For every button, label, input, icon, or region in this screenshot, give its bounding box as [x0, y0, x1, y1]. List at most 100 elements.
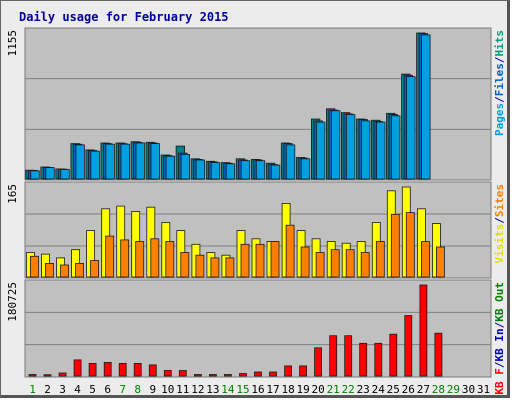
bar-pages-day-11 [180, 153, 191, 180]
x-axis-ticks: 1 2 3 4 5 6 7 8 9 10 11 12 13 14 15 16 17 18 19 20 21 22 23 24 2… [29, 383, 490, 396]
bar-pages-day-20 [315, 121, 326, 180]
bar-pages-day-19 [300, 158, 311, 180]
bar-pages-day-15 [240, 160, 251, 180]
x-tick-label: 8 [134, 383, 141, 395]
x-tick-label: 19 [296, 383, 309, 395]
bar-sites-day-13 [210, 257, 220, 278]
bar-pages-day-21 [330, 110, 341, 180]
x-tick-label: 10 [161, 383, 174, 395]
bar-kb-f-day-12 [193, 374, 202, 377]
bar-kb-f-day-18 [284, 365, 293, 377]
bar-pages-day-23 [361, 120, 371, 180]
x-tick-label: 21 [327, 383, 340, 395]
legend-entry: / [493, 361, 506, 368]
bar-sites-day-10 [165, 241, 175, 278]
bar-kb-f-day-14 [223, 374, 232, 377]
bar-sites-day-27 [420, 241, 430, 278]
x-tick-label: 26 [402, 383, 415, 395]
x-tick-label: 20 [311, 383, 324, 395]
legend-entry: KB In [493, 328, 506, 361]
bar-pages-day-14 [225, 163, 236, 180]
x-tick-label: 9 [149, 383, 156, 395]
x-tick-label: 4 [74, 383, 81, 395]
x-tick-label: 2 [44, 383, 51, 395]
bar-kb-f-day-15 [239, 373, 247, 377]
panel-visits: 165 Visits/Sites [6, 181, 506, 279]
x-tick-label: 6 [104, 383, 111, 395]
bar-sites-day-17 [270, 241, 280, 278]
bar-kb-f-day-4 [73, 359, 82, 377]
bar-kb-f-day-10 [163, 370, 172, 377]
panel-legend: Visits/Sites [493, 184, 506, 264]
bar-sites-day-28 [435, 246, 445, 278]
bar-sites-day-18 [285, 224, 295, 278]
legend-entry: KB F [493, 368, 506, 395]
x-tick-label: 5 [89, 383, 96, 395]
x-tick-label: 13 [206, 383, 219, 395]
bar-sites-day-11 [180, 252, 190, 278]
bar-pages-day-12 [195, 159, 206, 180]
bar-pages-day-26 [406, 76, 416, 180]
bar-sites-day-23 [360, 252, 370, 278]
bar-pages-day-5 [90, 150, 100, 180]
bar-pages-day-18 [285, 144, 296, 180]
bar-kb-f-day-1 [28, 374, 37, 377]
bar-kb-f-day-21 [329, 335, 338, 377]
bar-sites-day-6 [105, 235, 115, 278]
bar-sites-day-2 [45, 262, 54, 278]
bar-sites-day-21 [330, 249, 340, 278]
bar-sites-day-25 [390, 213, 400, 278]
bar-kb-f-day-5 [88, 362, 97, 377]
bar-sites-day-20 [315, 252, 325, 278]
legend-entry: / [493, 321, 506, 328]
bar-pages-day-9 [150, 143, 160, 180]
bar-kb-f-day-7 [118, 362, 127, 377]
panel-background [24, 279, 492, 378]
panel-legend: KB F/KB In/KB Out [493, 282, 506, 395]
bar-kb-f-day-27 [419, 284, 428, 377]
bar-kb-f-day-25 [389, 333, 398, 377]
legend-entry: Hits [493, 30, 506, 57]
legend-entry: Visits [493, 224, 506, 264]
bar-sites-day-24 [375, 241, 385, 278]
bar-sites-day-16 [255, 243, 265, 278]
x-tick-label: 17 [266, 383, 279, 395]
bar-kb-f-day-19 [299, 365, 308, 377]
x-tick-label: 28 [432, 383, 445, 395]
bar-pages-day-13 [210, 162, 221, 180]
x-tick-label: 14 [221, 383, 235, 395]
bar-pages-day-4 [75, 144, 85, 180]
x-tick-label: 18 [281, 383, 294, 395]
x-tick-label: 16 [251, 383, 264, 395]
legend-entry: / [493, 96, 506, 103]
bar-kb-f-day-22 [344, 335, 353, 377]
x-tick-label: 31 [477, 383, 490, 395]
bar-pages-day-2 [45, 167, 55, 180]
bar-pages-day-1 [30, 170, 40, 180]
bar-sites-day-22 [345, 249, 355, 278]
x-tick-label: 1 [29, 383, 36, 395]
bar-pages-day-10 [165, 155, 176, 180]
bar-kb-f-day-11 [178, 370, 187, 377]
bar-pages-day-24 [376, 121, 386, 180]
x-tick-label: 23 [357, 383, 370, 395]
chart-title: Daily usage for February 2015 [19, 10, 229, 24]
panel-max-label: 165 [6, 184, 19, 204]
bar-kb-f-day-26 [404, 315, 413, 377]
x-tick-label: 12 [191, 383, 204, 395]
legend-entry: Files [493, 63, 506, 96]
panel-max-label: 180725 [6, 282, 19, 322]
legend-entry: Sites [493, 184, 506, 217]
bar-sites-day-4 [75, 262, 84, 278]
bar-sites-day-14 [225, 257, 235, 278]
legend-entry: Pages [493, 103, 506, 136]
daily-usage-chart: Daily usage for February 2015 1155Pages/… [6, 10, 506, 396]
bar-kb-f-day-24 [374, 342, 383, 377]
x-tick-label: 24 [372, 383, 386, 395]
x-tick-label: 25 [387, 383, 400, 395]
bar-kb-f-day-23 [359, 342, 368, 377]
bar-sites-day-9 [150, 238, 160, 278]
bar-sites-day-26 [405, 212, 415, 278]
x-tick-label: 30 [462, 383, 475, 395]
